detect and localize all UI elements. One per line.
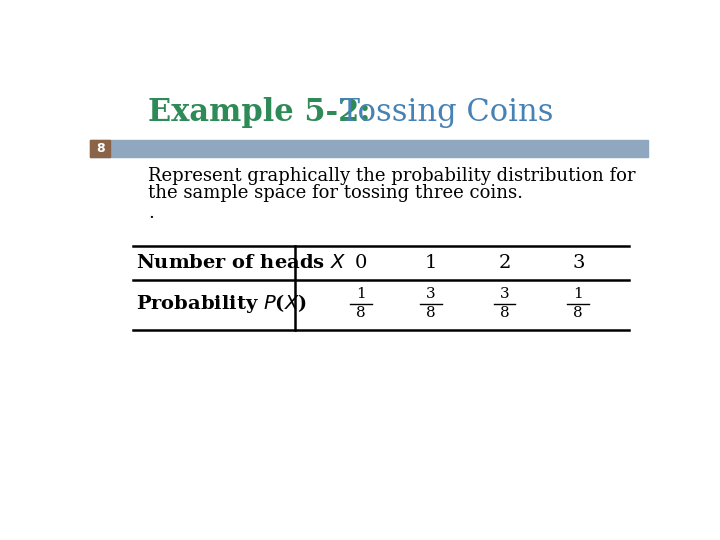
Bar: [90, 140, 648, 157]
Bar: [90, 140, 110, 157]
Text: 8: 8: [96, 142, 104, 155]
Text: 8: 8: [426, 306, 436, 320]
Text: 8: 8: [356, 306, 366, 320]
Text: 8: 8: [500, 306, 510, 320]
Text: Tossing Coins: Tossing Coins: [330, 97, 554, 128]
Text: 1: 1: [356, 287, 366, 301]
Text: 2: 2: [498, 254, 510, 273]
Text: 0: 0: [355, 254, 367, 273]
Text: Represent graphically the probability distribution for: Represent graphically the probability di…: [148, 167, 636, 185]
Text: Probability $\mathit{P}$($\mathit{X}$): Probability $\mathit{P}$($\mathit{X}$): [137, 292, 307, 315]
Text: Example 5-2:: Example 5-2:: [148, 97, 371, 128]
Text: the sample space for tossing three coins.: the sample space for tossing three coins…: [148, 184, 523, 202]
Text: 1: 1: [573, 287, 583, 301]
Text: 3: 3: [426, 287, 436, 301]
Text: 3: 3: [500, 287, 510, 301]
Text: 1: 1: [425, 254, 437, 273]
Text: Number of heads $\mathit{X}$: Number of heads $\mathit{X}$: [137, 254, 347, 273]
Text: 8: 8: [573, 306, 583, 320]
Text: .: .: [148, 204, 154, 221]
Text: 3: 3: [572, 254, 585, 273]
